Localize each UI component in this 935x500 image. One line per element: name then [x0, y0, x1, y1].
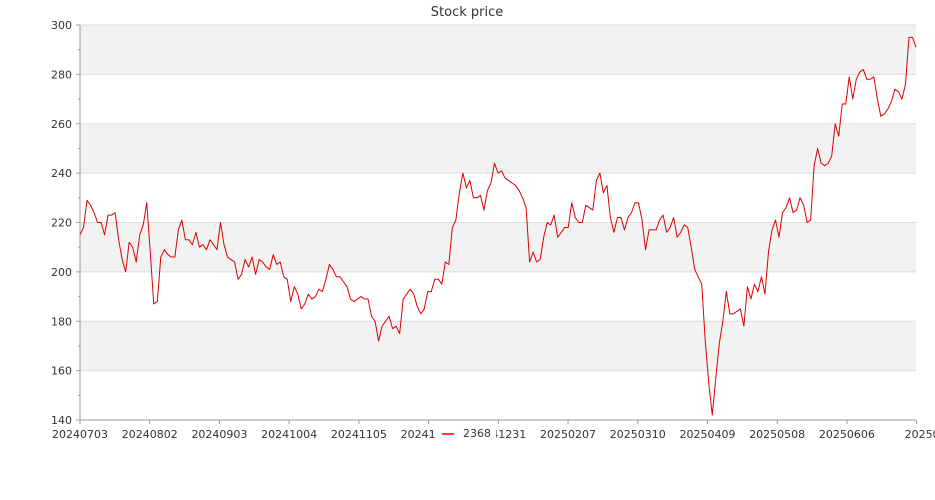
y-tick-label: 220 [51, 217, 72, 230]
legend-label-2368: 2368 [463, 427, 491, 440]
chart-title: Stock price [431, 5, 503, 20]
x-tick-label: 20250606 [819, 428, 875, 441]
legend: 2368 [436, 425, 496, 441]
y-tick-label: 180 [51, 315, 72, 328]
legend-background [436, 425, 496, 441]
x-tick-label: 20250709 [905, 428, 935, 441]
y-tick-label: 260 [51, 118, 72, 131]
x-tick-label: 20241004 [261, 428, 317, 441]
y-tick-label: 240 [51, 167, 72, 180]
y-axis: 140 160 180 200 220 240 260 280 300 [51, 19, 81, 427]
series-line-2368 [79, 36, 917, 416]
y-tick-label: 140 [51, 414, 72, 427]
band-280 [80, 25, 916, 75]
x-tick-label: 20241105 [331, 428, 387, 441]
x-tick-label: 20250310 [610, 428, 666, 441]
x-tick-label: 20240802 [122, 428, 178, 441]
x-tick-label: 20240903 [191, 428, 247, 441]
band-160 [80, 321, 916, 371]
band-200 [80, 222, 916, 272]
x-axis: 20240703 20240802 20240903 20241004 20241105… [52, 419, 935, 441]
series-layer [79, 36, 917, 416]
y-tick-label: 300 [51, 19, 72, 32]
y-tick-label: 280 [51, 68, 72, 81]
x-tick-label: 20250508 [749, 428, 805, 441]
x-tick-label: 20250207 [540, 428, 596, 441]
band-240 [80, 123, 916, 174]
y-tick-label: 200 [51, 266, 72, 279]
x-tick-label: 20250409 [679, 428, 735, 441]
x-tick-label: 20240703 [52, 428, 108, 441]
y-tick-label: 160 [51, 365, 72, 378]
background-bands [80, 25, 916, 371]
